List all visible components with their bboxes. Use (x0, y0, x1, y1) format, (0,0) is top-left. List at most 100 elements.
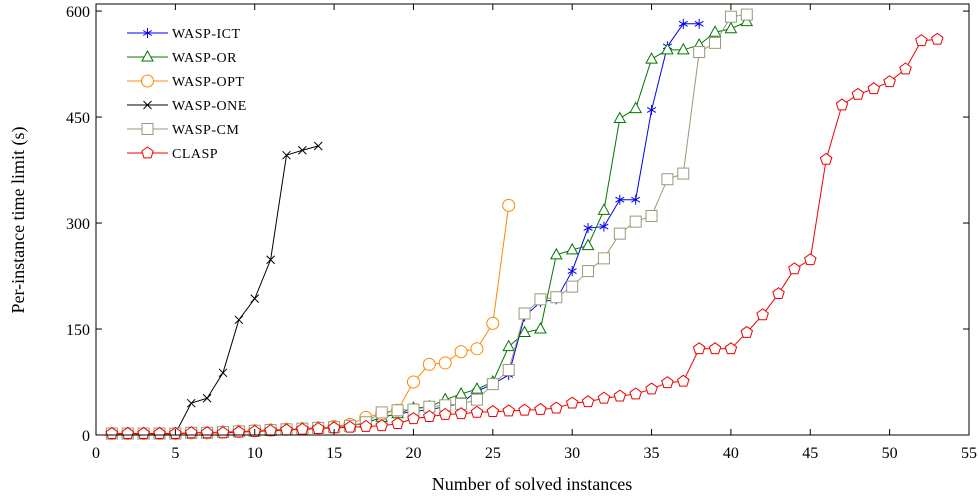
data-point-wasp-one (266, 255, 275, 265)
x-tick-label: 50 (882, 445, 898, 462)
data-point-clasp (867, 82, 881, 95)
legend-label: WASP-OR (172, 51, 237, 66)
data-point-clasp (264, 424, 277, 437)
data-point-wasp-one (202, 393, 212, 403)
data-point-wasp-cm (550, 291, 563, 304)
data-point-clasp (153, 426, 166, 439)
series-clasp (105, 32, 944, 439)
data-point-clasp (438, 407, 452, 420)
legend-label: WASP-OPT (172, 75, 244, 90)
legend-item-wasp-ict: WASP-ICT (127, 27, 241, 42)
data-point-wasp-cm (502, 363, 515, 376)
data-point-wasp-cm (629, 215, 642, 228)
x-tick-label: 5 (171, 445, 179, 462)
legend: WASP-ICT WASP-OR WASP-OPT WASP-ONE WASP-CM CL… (127, 27, 247, 162)
data-point-wasp-one (282, 150, 291, 160)
data-point-clasp (486, 405, 500, 418)
x-tick-label: 25 (485, 445, 501, 462)
data-point-wasp-ict (615, 194, 625, 205)
data-point-clasp (470, 405, 484, 418)
legend-item-wasp-cm: WASP-CM (127, 123, 239, 138)
y-tick-label: 450 (66, 110, 90, 127)
data-point-wasp-cm (582, 265, 595, 278)
data-point-wasp-or (613, 111, 627, 123)
data-point-wasp-opt (454, 345, 468, 359)
data-point-clasp (756, 308, 769, 321)
data-point-clasp (534, 402, 547, 415)
series-layer (105, 8, 944, 441)
data-point-wasp-cm (518, 307, 531, 320)
data-point-wasp-one (313, 141, 323, 151)
data-point-wasp-opt (486, 316, 500, 330)
legend-marker-wasp-one (143, 100, 152, 110)
data-point-wasp-one (218, 368, 228, 378)
data-point-clasp (692, 342, 706, 355)
data-point-wasp-ict (567, 266, 577, 277)
data-point-clasp (676, 374, 690, 387)
data-point-wasp-or (581, 238, 595, 251)
data-point-wasp-or (518, 325, 531, 338)
data-point-wasp-cm (597, 252, 610, 265)
data-point-clasp (518, 403, 531, 416)
data-point-wasp-ict (678, 18, 688, 29)
data-point-clasp (343, 420, 357, 433)
data-point-clasp (359, 419, 373, 432)
data-point-wasp-opt (422, 357, 436, 371)
data-point-wasp-ict (694, 18, 704, 29)
x-tick-label: 20 (405, 445, 421, 462)
data-point-clasp (803, 253, 817, 266)
series-wasp-opt (105, 198, 516, 441)
legend-label: WASP-ICT (172, 27, 241, 42)
data-point-wasp-cm (470, 393, 483, 406)
data-point-wasp-one (250, 294, 260, 303)
data-point-wasp-or (502, 339, 516, 352)
data-point-clasp (581, 395, 595, 408)
data-point-wasp-cm (613, 227, 626, 240)
data-point-clasp (597, 391, 611, 404)
data-point-wasp-or (676, 42, 690, 55)
data-point-clasp (645, 382, 658, 395)
legend-marker-wasp-cm (141, 123, 154, 135)
data-point-clasp (851, 87, 865, 100)
data-point-wasp-ict (583, 222, 593, 233)
data-point-clasp (423, 410, 436, 422)
data-point-clasp (454, 407, 468, 420)
data-point-clasp (613, 389, 627, 402)
data-point-wasp-cm (693, 46, 706, 59)
data-point-wasp-or (565, 242, 579, 255)
legend-label: WASP-ONE (172, 99, 247, 114)
data-point-wasp-cm (661, 173, 674, 186)
data-point-clasp (772, 287, 785, 300)
data-point-clasp (899, 62, 912, 75)
legend-item-wasp-opt: WASP-OPT (127, 74, 244, 90)
data-point-wasp-cm (645, 209, 658, 222)
x-tick-label: 45 (802, 445, 818, 462)
data-point-clasp (407, 412, 420, 425)
legend-item-wasp-or: WASP-OR (127, 49, 237, 66)
data-point-clasp (105, 426, 119, 439)
data-point-wasp-cm (709, 36, 722, 49)
data-point-wasp-one (186, 398, 196, 408)
series-line-wasp-one (111, 145, 319, 435)
data-point-clasp (915, 34, 928, 47)
data-point-wasp-cm (724, 10, 737, 23)
legend-item-wasp-one: WASP-ONE (127, 99, 247, 114)
legend-marker-clasp (141, 146, 154, 159)
data-point-wasp-or (534, 321, 547, 334)
data-point-clasp (391, 417, 404, 430)
data-point-clasp (629, 387, 642, 400)
data-point-clasp (883, 75, 896, 88)
data-point-wasp-one (297, 145, 307, 155)
data-point-clasp (819, 152, 833, 165)
y-tick-label: 300 (66, 216, 90, 233)
y-tick-label: 150 (66, 322, 90, 339)
data-point-wasp-cm (677, 167, 690, 180)
data-point-wasp-ict (599, 221, 609, 232)
x-tick-label: 15 (326, 445, 342, 462)
series-wasp-cm (105, 8, 753, 440)
data-point-wasp-cm (486, 378, 499, 391)
legend-label: WASP-CM (172, 123, 239, 138)
y-tick-label: 0 (82, 428, 90, 445)
data-point-wasp-opt (470, 342, 484, 356)
